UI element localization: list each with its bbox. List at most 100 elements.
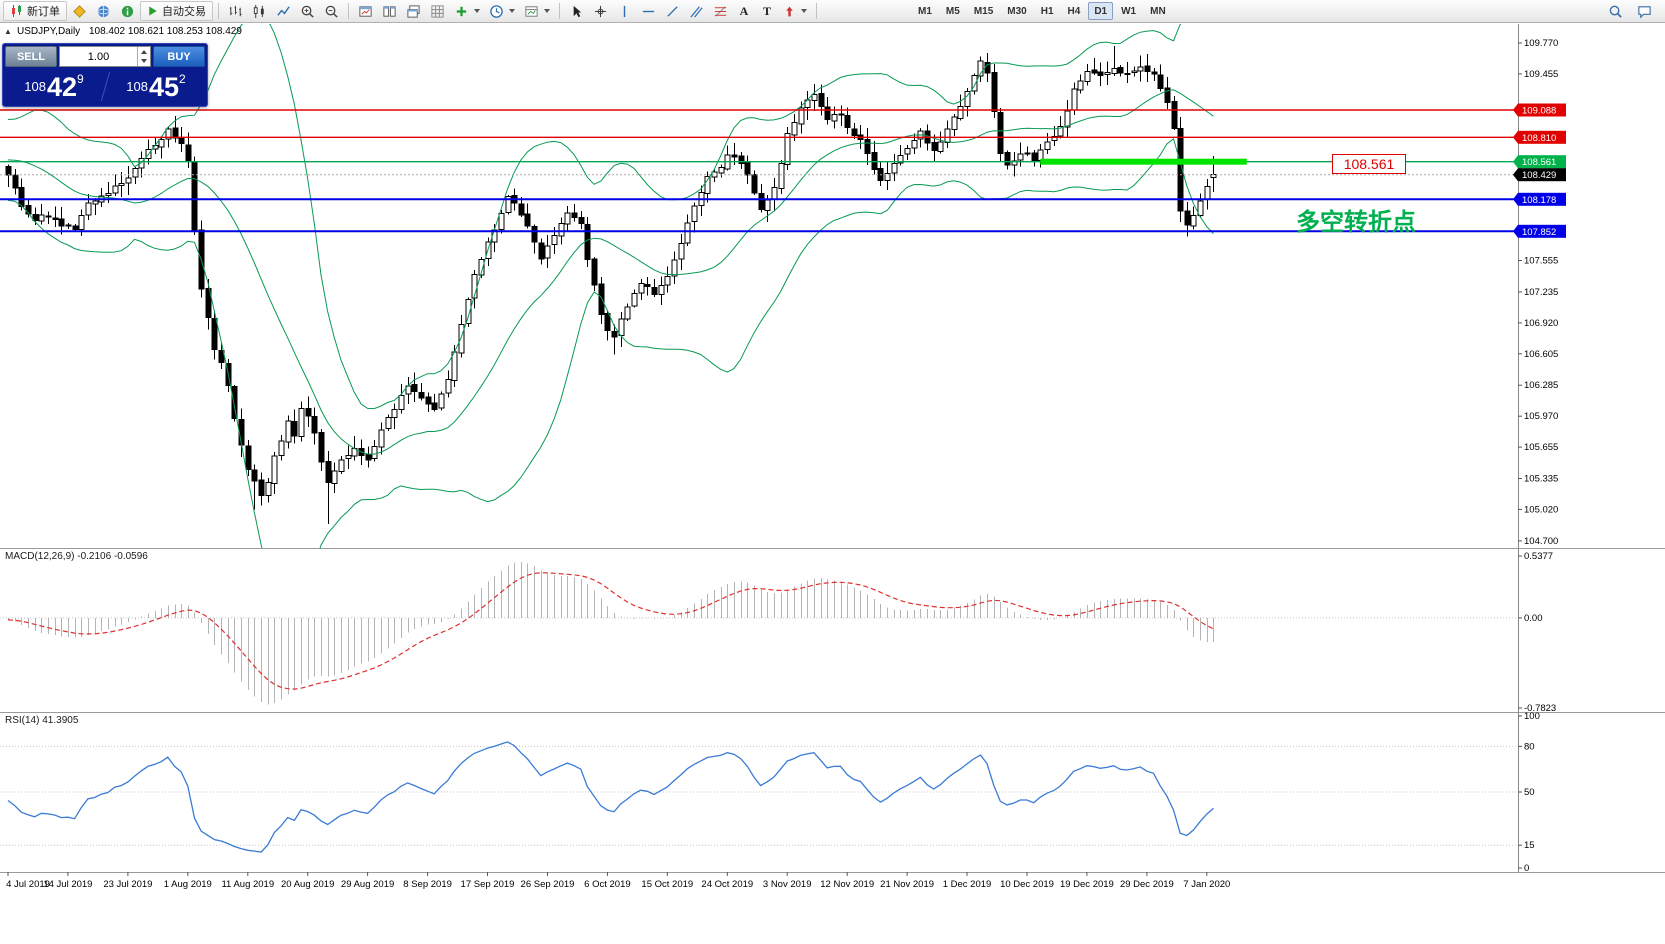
cascade-windows-button[interactable] <box>402 1 425 21</box>
macd-label: MACD(12,26,9) -0.2106 -0.0596 <box>5 551 148 562</box>
sell-price-pips: 42 <box>46 71 78 102</box>
chat-button[interactable] <box>1633 1 1656 21</box>
buy-price-pips: 45 <box>148 71 180 102</box>
price-tick-label: 107.235 <box>1524 287 1558 298</box>
timeframe-toolbar: M1 M5 M15 M30 H1 H4 D1 W1 MN <box>912 2 1172 20</box>
timeframe-w1[interactable]: W1 <box>1121 5 1137 17</box>
timeframe-mn[interactable]: MN <box>1150 5 1166 17</box>
globe-icon <box>97 5 110 17</box>
price-tick-label: 107.555 <box>1524 256 1558 267</box>
chart-ohlc-values: 108.402 108.621 108.253 108.429 <box>88 26 242 37</box>
highlight-segment[interactable] <box>1040 158 1247 165</box>
cursor-icon <box>573 5 582 17</box>
sell-price[interactable]: 108 42 9 <box>3 69 105 104</box>
market-button[interactable] <box>92 1 115 21</box>
horizontal-line-tool-button[interactable] <box>637 1 660 21</box>
price-tag-label: 108.810 <box>1522 133 1556 144</box>
cursor-tool-button[interactable] <box>565 1 588 21</box>
bar-chart-mode-button[interactable] <box>224 1 247 21</box>
new-chart-icon <box>359 5 372 17</box>
timeframe-m1[interactable]: M1 <box>918 5 932 17</box>
indicators-button[interactable] <box>450 1 484 21</box>
buy-button[interactable]: BUY <box>153 46 205 67</box>
rsi-label: RSI(14) 41.3905 <box>5 715 78 726</box>
date-label: 8 Sep 2019 <box>403 879 452 890</box>
rsi-line <box>7 741 1214 853</box>
fibonacci-tool-button[interactable] <box>709 1 732 21</box>
channel-tool-button[interactable] <box>685 1 708 21</box>
volume-spinner <box>137 47 150 66</box>
channel-icon <box>690 5 703 18</box>
cascade-windows-icon <box>407 4 420 18</box>
macd-values: -0.2106 -0.0596 <box>77 551 148 562</box>
trade-panel-prices: 108 42 9 108 45 2 <box>3 69 207 104</box>
date-label: 7 Jan 2020 <box>1183 879 1230 890</box>
grid-button[interactable] <box>426 1 449 21</box>
timeframe-m30[interactable]: M30 <box>1007 5 1027 17</box>
date-label: 11 Aug 2019 <box>221 879 274 890</box>
sell-button[interactable]: SELL <box>5 46 57 67</box>
buy-price[interactable]: 108 45 2 <box>105 69 207 104</box>
zoom-in-button[interactable] <box>296 1 319 21</box>
candlestick-mode-button[interactable] <box>248 1 271 21</box>
timeframe-h1[interactable]: H1 <box>1040 5 1054 17</box>
buy-price-point: 2 <box>179 71 186 86</box>
zoom-out-button[interactable] <box>320 1 343 21</box>
search-button[interactable] <box>1604 1 1627 21</box>
volume-decrease-button[interactable] <box>138 57 150 67</box>
periods-button[interactable] <box>485 1 519 21</box>
text-tool-button[interactable]: A <box>733 1 755 21</box>
rsi-scale-label: 15 <box>1524 840 1535 851</box>
timeframe-m15[interactable]: M15 <box>973 5 994 17</box>
help-button[interactable] <box>116 1 139 21</box>
date-label: 15 Oct 2019 <box>641 879 693 890</box>
new-order-label: 新订单 <box>27 6 60 18</box>
vertical-line-tool-button[interactable] <box>613 1 636 21</box>
macd-scale-label: -0.7823 <box>1524 703 1556 714</box>
rsi-scale-label: 100 <box>1524 711 1540 722</box>
date-label: 29 Dec 2019 <box>1120 879 1174 890</box>
price-tag-arrow <box>1513 103 1518 117</box>
date-label: 19 Dec 2019 <box>1060 879 1114 890</box>
crosshair-icon <box>594 5 607 17</box>
pivot-annotation-text[interactable]: 多空转折点 <box>1296 209 1416 236</box>
macd-scale-label: 0.5377 <box>1524 551 1553 562</box>
candlestick-icon <box>253 4 264 18</box>
date-label: 20 Aug 2019 <box>281 879 334 890</box>
trendline-icon <box>667 5 678 17</box>
price-tag <box>1518 192 1566 206</box>
one-click-collapse-toggle[interactable]: ▲ <box>4 27 12 36</box>
metaeditor-button[interactable] <box>68 1 91 21</box>
buy-price-base: 108 <box>126 79 148 94</box>
new-chart-button[interactable] <box>354 1 377 21</box>
metaeditor-icon <box>73 4 86 18</box>
arrows-tool-button[interactable] <box>779 1 811 21</box>
sell-price-point: 9 <box>77 71 84 86</box>
rsi-scale-label: 80 <box>1524 741 1535 752</box>
trendline-tool-button[interactable] <box>661 1 684 21</box>
volume-increase-button[interactable] <box>138 47 150 57</box>
price-callout-label[interactable]: 108.561 <box>1332 154 1406 174</box>
new-order-button[interactable]: 新订单 <box>3 1 67 21</box>
crosshair-tool-button[interactable] <box>589 1 612 21</box>
tile-windows-button[interactable] <box>378 1 401 21</box>
dropdown-caret <box>509 9 515 13</box>
zoom-in-icon <box>301 5 314 18</box>
templates-button[interactable] <box>520 1 554 21</box>
timeframe-m5[interactable]: M5 <box>945 5 960 17</box>
autotrading-label: 自动交易 <box>162 6 206 18</box>
volume-input[interactable]: 1.00 <box>87 50 110 63</box>
label-tool-button[interactable]: T <box>756 1 778 21</box>
toolbar-separator <box>218 3 219 19</box>
autotrading-button[interactable]: 自动交易 <box>140 1 213 21</box>
date-label: 14 Jul 2019 <box>43 879 92 890</box>
line-chart-mode-button[interactable] <box>272 1 295 21</box>
date-label: 26 Sep 2019 <box>521 879 575 890</box>
price-tag-label: 108.178 <box>1522 195 1556 206</box>
macd-signal-line <box>7 572 1214 690</box>
timeframe-d1[interactable]: D1 <box>1088 2 1114 20</box>
text-tool-icon: A <box>739 3 749 18</box>
timeframe-h4[interactable]: H4 <box>1067 5 1081 17</box>
price-tag-label: 109.088 <box>1522 106 1556 117</box>
